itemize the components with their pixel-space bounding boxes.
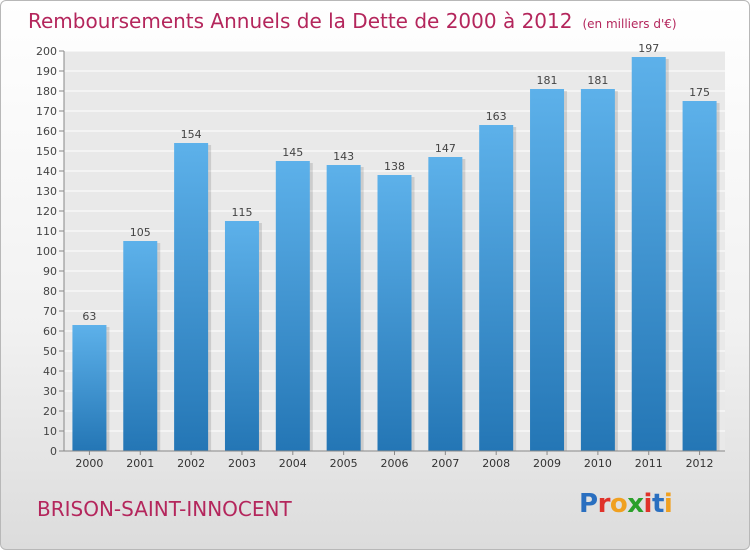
chart-title-text: Remboursements Annuels de la Dette de 20… [28,9,573,33]
x-tick-label: 2000 [75,457,103,470]
data-label: 115 [231,206,252,219]
y-tick-label: 60 [43,325,57,338]
x-tick-label: 2002 [177,457,205,470]
bar [682,101,717,451]
data-label: 154 [181,128,202,141]
y-tick-label: 90 [43,265,57,278]
y-tick-label: 180 [36,85,57,98]
x-tick-label: 2005 [330,457,358,470]
data-label: 163 [486,110,507,123]
bar [580,89,615,451]
data-label: 143 [333,150,354,163]
logo-letter: x [627,489,644,519]
x-tick-label: 2001 [126,457,154,470]
bar [275,161,310,451]
y-tick-label: 50 [43,345,57,358]
x-tick-label: 2011 [635,457,663,470]
bar [377,175,412,451]
y-tick-label: 100 [36,245,57,258]
bar [530,89,565,451]
y-tick-label: 40 [43,365,57,378]
bar [631,57,666,451]
y-tick-label: 110 [36,225,57,238]
y-tick-label: 170 [36,105,57,118]
bar [326,165,361,451]
y-tick-label: 10 [43,425,57,438]
x-tick-label: 2010 [584,457,612,470]
y-tick-label: 30 [43,385,57,398]
bar [224,221,259,451]
x-tick-label: 2004 [279,457,307,470]
x-tick-label: 2006 [381,457,409,470]
data-label: 175 [689,86,710,99]
y-tick-label: 150 [36,145,57,158]
data-label: 197 [638,42,659,55]
data-label: 147 [435,142,456,155]
commune-name: BRISON-SAINT-INNOCENT [37,497,292,521]
y-tick-label: 70 [43,305,57,318]
y-tick-label: 20 [43,405,57,418]
bar [428,157,463,451]
logo-letter: i [643,489,653,519]
bar [72,325,107,451]
logo-letter: t [651,489,664,519]
logo-letter: i [663,489,673,519]
logo-letter: r [597,489,611,519]
logo-letter: o [609,489,628,519]
bar [123,241,158,451]
x-tick-label: 2003 [228,457,256,470]
y-tick-label: 190 [36,65,57,78]
x-tick-label: 2009 [533,457,561,470]
y-tick-label: 0 [50,445,57,458]
data-label: 181 [537,74,558,87]
chart-unit: (en milliers d'€) [582,17,677,31]
data-label: 105 [130,226,151,239]
logo-letter: P [579,489,598,519]
bar [174,143,209,451]
y-tick-label: 120 [36,205,57,218]
data-label: 181 [587,74,608,87]
data-label: 63 [82,310,96,323]
x-tick-label: 2012 [686,457,714,470]
x-tick-label: 2007 [431,457,459,470]
x-tick-label: 2008 [482,457,510,470]
y-tick-label: 130 [36,185,57,198]
y-tick-label: 80 [43,285,57,298]
data-label: 145 [282,146,303,159]
proxiti-logo: Proxiti [579,489,673,519]
chart-title: Remboursements Annuels de la Dette de 20… [28,9,677,33]
y-tick-label: 200 [36,45,57,58]
bar [479,125,514,451]
y-tick-label: 140 [36,165,57,178]
y-tick-label: 160 [36,125,57,138]
data-label: 138 [384,160,405,173]
